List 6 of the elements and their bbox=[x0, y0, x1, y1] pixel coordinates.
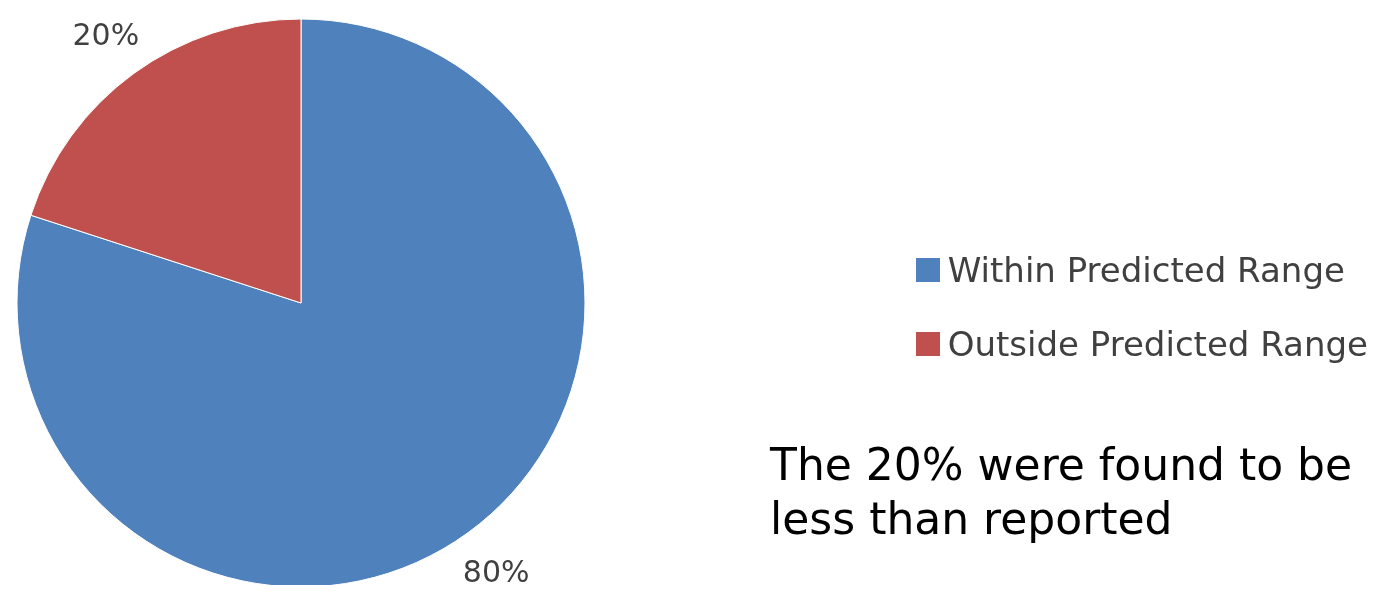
pie-slice bbox=[16, 18, 586, 585]
data-label: 80% bbox=[462, 554, 530, 590]
data-label: 20% bbox=[72, 16, 140, 52]
text: The 20% were found to be less than reported bbox=[770, 438, 1354, 546]
legend-label: Outside Predicted Range bbox=[947, 324, 1368, 364]
legend-label: Within Predicted Range bbox=[947, 250, 1345, 290]
